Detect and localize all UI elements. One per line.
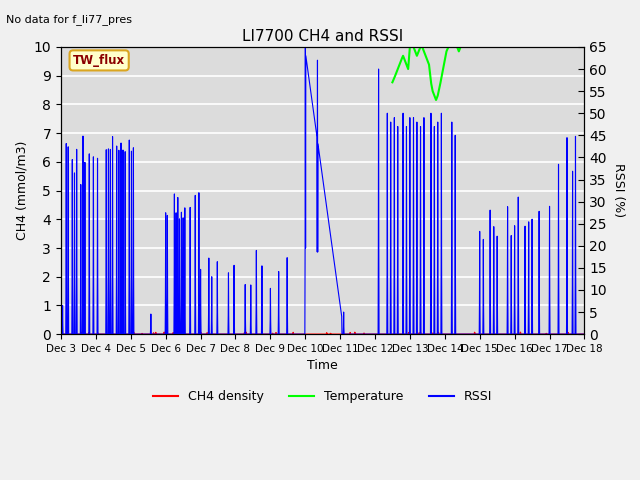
X-axis label: Time: Time <box>307 360 338 372</box>
Y-axis label: CH4 (mmol/m3): CH4 (mmol/m3) <box>15 141 28 240</box>
Text: TW_flux: TW_flux <box>73 54 125 67</box>
Text: No data for f_li77_pres: No data for f_li77_pres <box>6 14 132 25</box>
Legend: CH4 density, Temperature, RSSI: CH4 density, Temperature, RSSI <box>148 385 497 408</box>
Title: LI7700 CH4 and RSSI: LI7700 CH4 and RSSI <box>242 29 403 44</box>
Y-axis label: RSSI (%): RSSI (%) <box>612 164 625 217</box>
